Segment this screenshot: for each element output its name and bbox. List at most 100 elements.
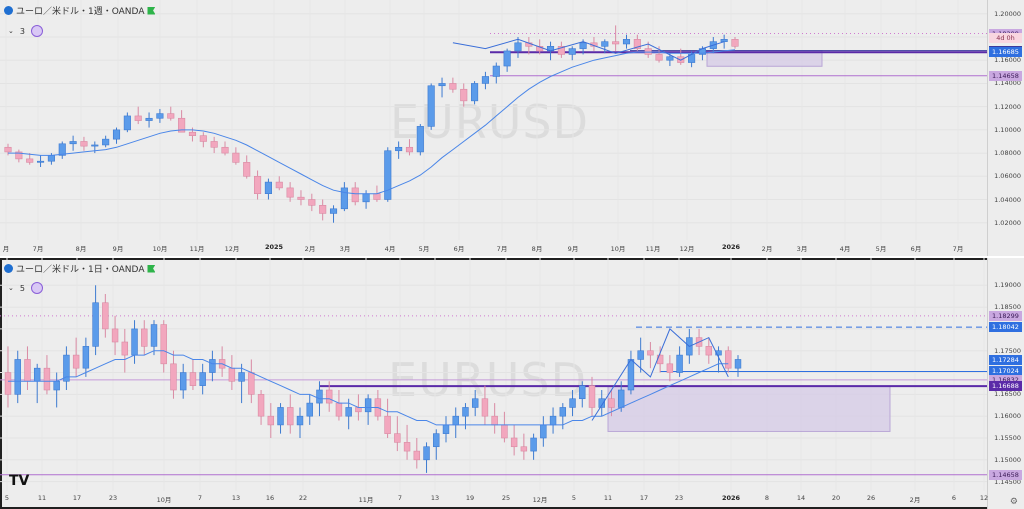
time-tick-label: 25	[501, 494, 511, 502]
candle-body	[325, 389, 333, 404]
candle-body	[297, 196, 305, 200]
candle-body	[514, 42, 522, 52]
daily-legend[interactable]: ユーロ／米ドル・1日・OANDA	[4, 262, 156, 275]
candle-body	[14, 359, 21, 395]
candle-body	[530, 437, 537, 452]
candle-body	[520, 446, 528, 452]
candle-body	[257, 394, 265, 417]
price-level-tag[interactable]: 1.17024	[989, 366, 1022, 377]
zigzag-pattern-line	[591, 328, 729, 421]
candle-body	[160, 324, 167, 365]
candle-body	[63, 354, 70, 382]
time-tick-label: 7月	[496, 245, 508, 253]
time-tick-label: 11月	[645, 245, 661, 253]
candle-body	[403, 442, 411, 452]
price-tick-label: 1.12000	[994, 102, 1021, 111]
indicator-circle-icon[interactable]	[30, 25, 43, 37]
candle-body	[228, 367, 236, 382]
time-tick-label: 3月	[796, 245, 808, 253]
indicator-circle-icon[interactable]	[30, 282, 43, 294]
daily-indicator-toggle[interactable]: ⌄ 5	[8, 282, 43, 294]
tradingview-logo[interactable]: TV	[9, 473, 30, 489]
time-tick-label: 10月	[152, 245, 168, 253]
weekly-symbol-title[interactable]: ユーロ／米ドル・1週・OANDA	[16, 7, 145, 17]
price-level-tag[interactable]: 1.16688	[989, 381, 1022, 392]
weekly-candles-svg	[0, 0, 988, 240]
candle-body	[296, 415, 304, 426]
daily-time-axis[interactable]: 5 11 17 23 10月 7 13 16 22 11月 7 13 19 25 12月 5 11 17 23 202…	[0, 491, 988, 509]
weekly-legend[interactable]: ユーロ／米ドル・1週・OANDA	[4, 4, 156, 17]
candle-body	[340, 187, 348, 210]
candle-body	[715, 350, 722, 356]
candle-body	[131, 328, 138, 356]
candle-body	[656, 354, 664, 365]
candle-body	[189, 372, 197, 386]
candle-body	[627, 359, 635, 391]
time-tick-label: 11月	[189, 245, 205, 253]
candle-body	[427, 85, 435, 127]
time-tick-label: 8月	[531, 245, 543, 253]
time-tick-label: 16	[265, 494, 275, 502]
candle-body	[91, 144, 99, 147]
price-level-tag[interactable]: 1.16685	[989, 47, 1022, 58]
daily-symbol-title[interactable]: ユーロ／米ドル・1日・OANDA	[16, 265, 145, 275]
candle-body	[612, 41, 620, 45]
candle-body	[123, 115, 131, 131]
price-tick-label: 1.08000	[994, 149, 1021, 158]
time-tick-label: 8月	[75, 245, 87, 253]
candle-body	[264, 181, 272, 194]
candle-body	[156, 113, 164, 119]
candle-body	[647, 350, 654, 356]
price-level-tag[interactable]: 1.18299	[989, 310, 1022, 321]
weekly-indicator-toggle[interactable]: ⌄ 3	[8, 25, 43, 37]
candle-body	[481, 76, 489, 84]
time-tick-label: 2月	[761, 245, 773, 253]
zigzag-pattern-line	[452, 38, 725, 61]
candle-body	[438, 83, 446, 87]
price-tick-label: 1.19000	[994, 281, 1021, 290]
candle-body	[540, 424, 547, 439]
price-level-tag[interactable]: 1.18042	[989, 322, 1022, 333]
candle-body	[167, 113, 175, 119]
candle-body	[355, 407, 362, 413]
chevron-down-icon[interactable]: ⌄	[8, 27, 14, 35]
weekly-time-axis[interactable]: 月 7月 8月 9月 10月 11月 12月 2025 2月 3月 4月 5月 6月 7月 8月 9月 10月 1…	[0, 240, 988, 256]
candle-body	[734, 359, 742, 369]
time-tick-label: 10月	[610, 245, 626, 253]
price-level-tag[interactable]: 1.17284	[989, 355, 1022, 366]
candle-body	[569, 398, 576, 408]
chevron-down-icon[interactable]: ⌄	[8, 284, 14, 292]
time-tick-label: 6月	[453, 245, 465, 253]
candle-body	[364, 398, 372, 413]
time-tick-label: 5	[4, 494, 10, 502]
candle-body	[362, 193, 370, 203]
candle-body	[720, 39, 728, 42]
candle-body	[178, 117, 186, 133]
candle-body	[210, 141, 218, 148]
time-tick-label: 12月	[679, 245, 695, 253]
time-tick-label: 20	[831, 494, 841, 502]
weekly-price-axis[interactable]: 1.200001.180001.160001.140001.120001.100…	[987, 0, 1024, 256]
candle-body	[188, 131, 197, 136]
flag-icon[interactable]	[147, 6, 156, 15]
time-tick-label: 26	[866, 494, 876, 502]
gear-icon[interactable]: ⚙	[1009, 497, 1018, 507]
candle-body	[676, 354, 683, 373]
price-level-tag[interactable]: 1.16832	[989, 374, 1022, 385]
candle-body	[416, 126, 424, 153]
price-level-tag[interactable]: 1.14658	[989, 70, 1022, 81]
time-tick-label: 5月	[875, 245, 887, 253]
candle-body	[452, 415, 459, 426]
weekly-chart-pane[interactable]: EURUSD ユーロ／米ドル・1週・OANDA ⌄ 3 1.200001.180…	[0, 0, 1024, 256]
supply-zone-rect	[607, 386, 891, 432]
candle-body	[306, 402, 313, 417]
candle-body	[287, 407, 294, 426]
price-level-tag[interactable]: 1.14658	[989, 469, 1022, 480]
candle-body	[405, 146, 414, 153]
flag-icon[interactable]	[147, 264, 156, 273]
daily-price-axis[interactable]: 1.190001.185001.180001.175001.170001.165…	[987, 258, 1024, 509]
daily-chart-pane[interactable]: EURUSD ユーロ／米ドル・1日・OANDA ⌄ 5 TV 1.190001.…	[0, 258, 1024, 509]
time-tick-label: 14	[796, 494, 806, 502]
candle-body	[112, 129, 121, 140]
moving-average-line	[8, 49, 736, 195]
